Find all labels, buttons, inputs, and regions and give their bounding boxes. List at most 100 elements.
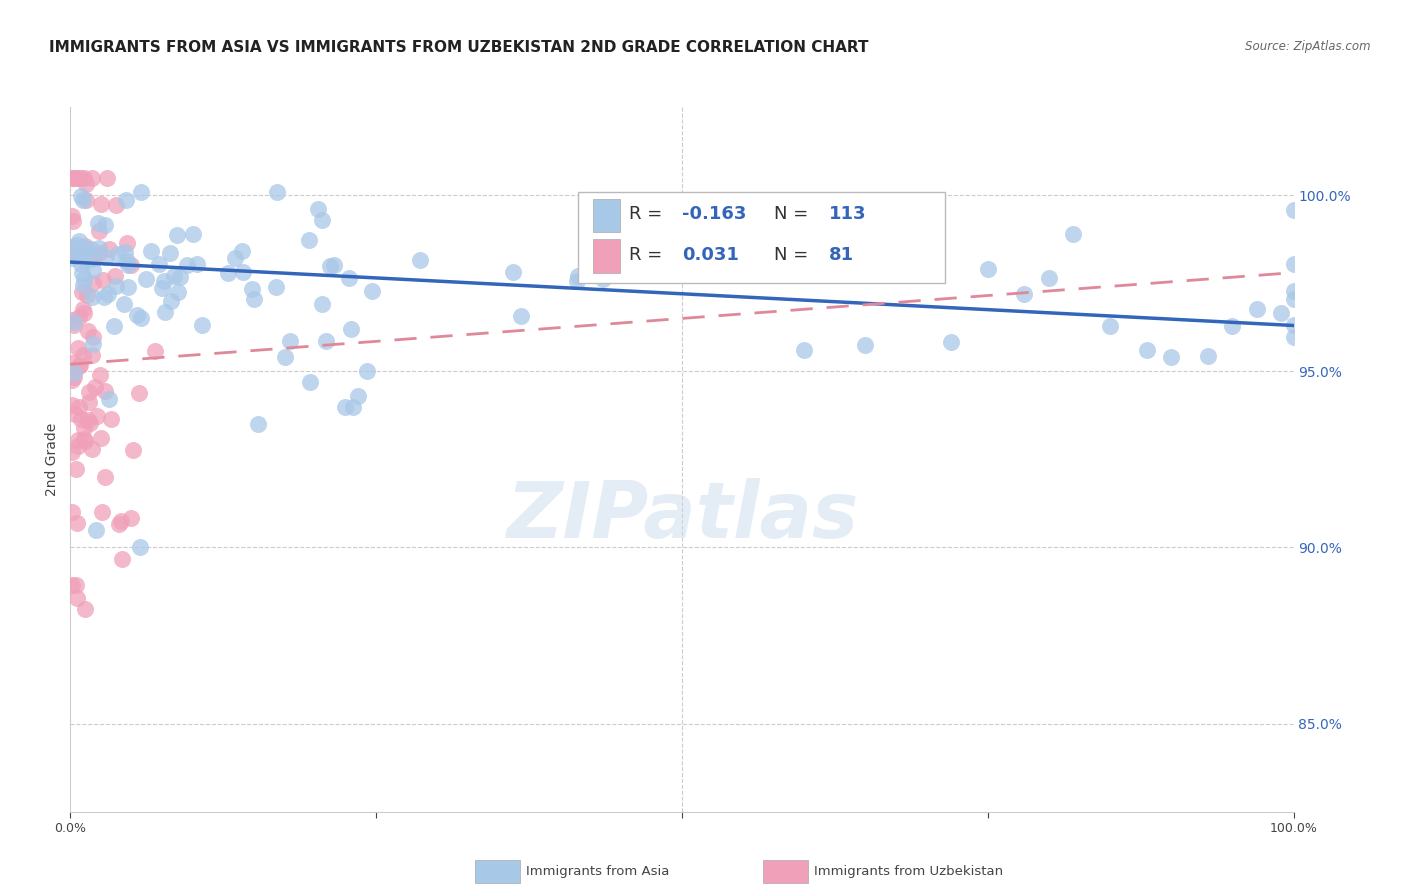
Point (86, 409, 108, 424)
Text: N =: N = (773, 205, 808, 223)
Point (60, 505, 83, 519)
Point (60, 444, 83, 458)
Point (125, 308, 148, 322)
Point (79, 395, 101, 409)
Point (60, 170, 83, 185)
Point (67, 359, 90, 373)
Point (69, 189, 91, 203)
Text: Immigrants from Uzbekistan: Immigrants from Uzbekistan (814, 865, 1004, 878)
Point (335, 400, 357, 414)
Point (65, 578, 87, 592)
Bar (592, 239, 620, 273)
Point (73, 434, 96, 448)
Point (82, 442, 104, 456)
Point (72, 347, 94, 361)
Point (84, 380, 107, 394)
Point (322, 258, 344, 272)
Point (148, 257, 170, 271)
Text: N =: N = (773, 246, 808, 264)
Point (69, 234, 91, 248)
Point (315, 334, 337, 348)
Point (97, 392, 120, 407)
Point (96, 170, 118, 185)
Point (153, 274, 176, 288)
Point (63, 318, 86, 332)
Point (1270, 306, 1292, 320)
Point (224, 251, 246, 265)
Point (361, 285, 384, 299)
Point (70, 411, 93, 425)
Point (60, 356, 83, 370)
Bar (592, 199, 620, 233)
Point (70, 285, 93, 299)
Point (65, 238, 87, 252)
Point (247, 417, 270, 431)
Point (104, 278, 127, 293)
Point (114, 245, 136, 260)
Point (94, 218, 117, 232)
Point (67, 341, 90, 355)
Point (60, 252, 83, 266)
Point (298, 233, 321, 247)
Point (143, 343, 166, 358)
Point (82, 170, 104, 185)
Text: Source: ZipAtlas.com: Source: ZipAtlas.com (1246, 40, 1371, 54)
Point (169, 270, 191, 285)
Point (879, 264, 901, 278)
Point (77, 385, 100, 400)
Point (243, 292, 266, 306)
Point (163, 268, 186, 283)
Point (91, 505, 114, 519)
Point (96, 286, 118, 301)
Point (1282, 292, 1305, 306)
Point (60, 312, 83, 326)
Point (60, 243, 83, 257)
Point (117, 280, 139, 294)
Point (1282, 318, 1305, 332)
Point (60, 240, 83, 254)
Point (82, 290, 104, 304)
Point (1220, 318, 1243, 333)
Text: 0.031: 0.031 (682, 246, 738, 264)
Point (976, 261, 998, 276)
Point (111, 552, 134, 566)
Y-axis label: 2nd Grade: 2nd Grade (45, 423, 59, 496)
Point (66, 591, 89, 605)
Point (104, 197, 127, 211)
Point (266, 280, 288, 294)
Point (915, 251, 938, 265)
Point (72, 277, 94, 292)
Point (299, 375, 322, 389)
Text: -0.163: -0.163 (682, 205, 747, 223)
Point (63, 407, 86, 421)
Point (104, 269, 127, 284)
Point (1197, 349, 1219, 363)
Text: IMMIGRANTS FROM ASIA VS IMMIGRANTS FROM UZBEKISTAN 2ND GRADE CORRELATION CHART: IMMIGRANTS FROM ASIA VS IMMIGRANTS FROM … (49, 40, 869, 55)
Point (62, 214, 84, 228)
Point (80, 252, 103, 266)
Point (65, 249, 87, 263)
Point (153, 305, 176, 319)
Point (89, 224, 111, 238)
Point (73, 272, 96, 286)
Point (273, 350, 295, 364)
Point (107, 517, 129, 532)
Point (240, 282, 263, 296)
Point (87, 216, 110, 230)
Point (75, 602, 97, 616)
Point (93, 272, 115, 286)
Point (60, 398, 83, 412)
Point (84, 523, 107, 537)
Point (76, 288, 98, 302)
Point (73, 170, 96, 185)
Point (1246, 302, 1268, 317)
Point (150, 281, 173, 295)
Point (121, 442, 143, 457)
Point (93, 290, 115, 304)
Point (67, 439, 90, 453)
Text: R =: R = (630, 246, 662, 264)
Point (79, 416, 101, 430)
Point (339, 322, 361, 336)
Point (94, 250, 117, 264)
Point (1136, 343, 1159, 357)
